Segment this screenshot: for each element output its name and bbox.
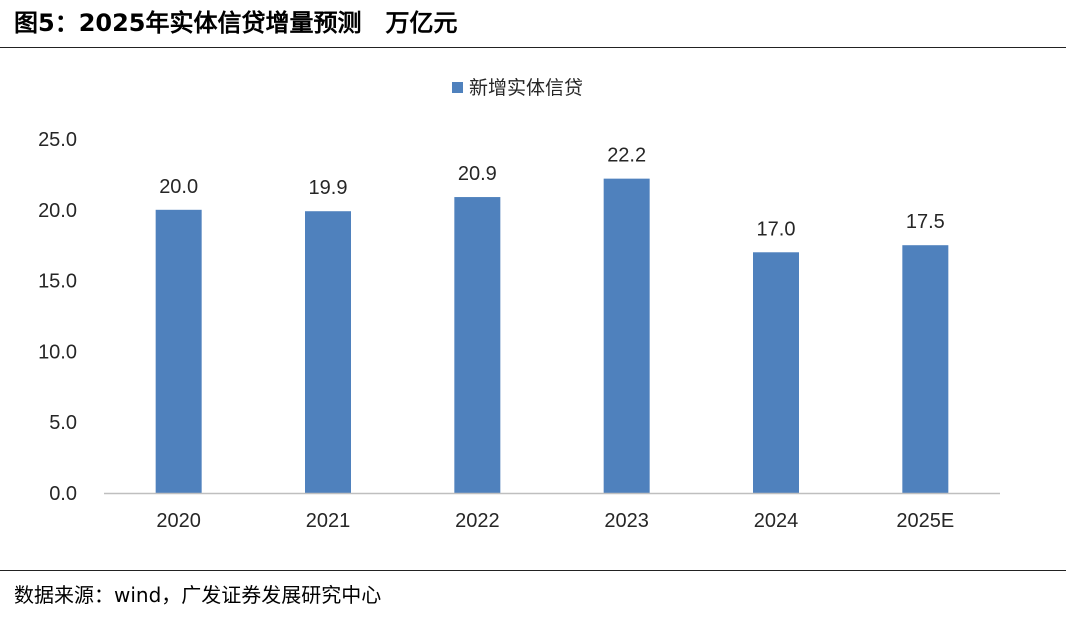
data-label: 17.5 (906, 211, 945, 233)
top-divider (0, 47, 1066, 48)
bottom-divider (0, 570, 1066, 571)
data-label: 22.2 (607, 145, 646, 167)
bar (603, 178, 650, 493)
x-tick-label: 2025E (896, 510, 954, 532)
x-tick-label: 2023 (604, 510, 649, 532)
bar (454, 197, 501, 493)
figure-title: 图5：2025年实体信贷增量预测 万亿元 (14, 4, 458, 42)
bar-chart: 新增实体信贷 0.0 5.0 10.0 15.0 20.0 25.0 20.0 2020 19.9… (38, 77, 1000, 532)
bar (753, 252, 799, 493)
bar (155, 209, 202, 494)
source-note: 数据来源：wind，广发证券发展研究中心 (14, 583, 382, 607)
y-tick-label: 15.0 (38, 271, 77, 293)
x-tick-label: 2022 (455, 510, 500, 532)
legend-label: 新增实体信贷 (469, 77, 583, 99)
legend-swatch (452, 82, 463, 93)
y-tick-label: 20.0 (38, 200, 77, 222)
figure-unit: 万亿元 (385, 9, 458, 37)
figure-title-text: 图5：2025年实体信贷增量预测 (14, 9, 362, 37)
y-tick-label: 25.0 (38, 129, 77, 151)
y-tick-label: 0.0 (49, 483, 77, 505)
y-tick-label: 10.0 (38, 341, 77, 363)
x-tick-label: 2021 (306, 510, 351, 532)
x-tick-label: 2020 (156, 510, 201, 532)
bar (902, 245, 949, 493)
bar (305, 211, 351, 493)
data-label: 20.0 (159, 176, 198, 198)
x-tick-label: 2024 (754, 510, 799, 532)
data-label: 19.9 (309, 177, 348, 199)
data-label: 20.9 (458, 163, 497, 185)
data-label: 17.0 (757, 218, 796, 240)
y-tick-label: 5.0 (49, 412, 77, 434)
